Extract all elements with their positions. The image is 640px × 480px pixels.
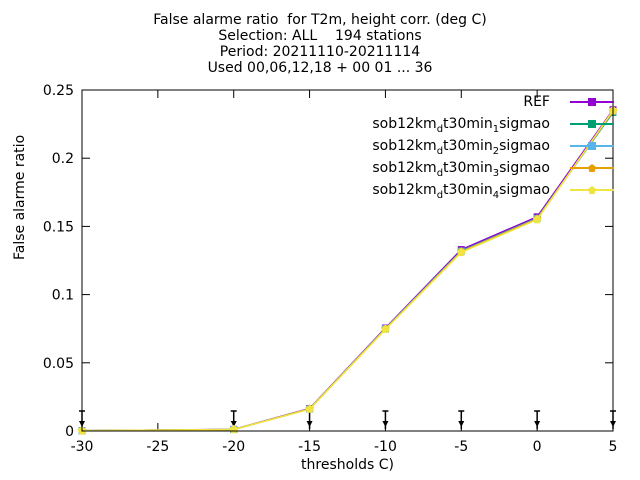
legend-marker-3 <box>588 164 596 172</box>
x-tick-label: -10 <box>374 439 397 455</box>
y-axis-label: False alarme ratio <box>12 134 28 260</box>
plot-frame <box>81 89 614 432</box>
legend-label-1: sob12kmdt30min1sigmao <box>372 116 550 135</box>
x-tick-label: -30 <box>71 439 94 455</box>
x-tick-label: 5 <box>609 439 618 455</box>
x-tick-label: 0 <box>533 439 542 455</box>
legend-label-2: sob12kmdt30min2sigmao <box>372 138 550 157</box>
x-tick-label: -20 <box>222 439 245 455</box>
legend-entry-3: sob12kmdt30min3sigmao <box>372 157 614 179</box>
x-tick-label: -15 <box>298 439 321 455</box>
x-axis-label: thresholds C) <box>301 457 394 473</box>
chart-title-line-1: False alarme ratio for T2m, height corr.… <box>153 12 487 28</box>
y-tick-label: 0 <box>65 424 74 440</box>
x-tick-label: -5 <box>454 439 468 455</box>
data-point <box>305 404 314 413</box>
y-tick-label: 0.25 <box>43 83 74 99</box>
legend-entry-ref: REF <box>372 91 614 113</box>
series-layer <box>77 106 618 435</box>
legend-label-3: sob12kmdt30min3sigmao <box>372 160 550 179</box>
x-tick-label: -25 <box>146 439 169 455</box>
whisker-arrow <box>382 421 389 427</box>
chart-title-line-4: Used 00,06,12,18 + 00 01 ... 36 <box>207 60 433 76</box>
data-point <box>381 324 390 333</box>
data-point <box>457 247 466 256</box>
y-tick-label: 0.2 <box>52 151 74 167</box>
chart-title-line-3: Period: 20211110-20211114 <box>219 44 421 60</box>
whisker-arrow <box>306 421 313 427</box>
whisker-arrow <box>534 421 541 427</box>
whisker-arrow <box>458 421 465 427</box>
series-4 <box>77 106 618 435</box>
legend-entry-4: sob12kmdt30min4sigmao <box>372 179 614 201</box>
y-tick-label: 0.15 <box>43 219 74 235</box>
legend-label-4: sob12kmdt30min4sigmao <box>372 182 550 201</box>
chart-title-line-2: Selection: ALL 194 stations <box>218 28 422 44</box>
data-point <box>532 215 542 224</box>
legend-entry-1: sob12kmdt30min1sigmao <box>372 113 614 135</box>
y-tick-label: 0.05 <box>43 356 74 372</box>
legend-marker-ref <box>588 98 596 106</box>
legend: REF sob12kmdt30min1sigmao sob12kmdt30min… <box>372 91 614 201</box>
whisker-arrow <box>230 421 237 427</box>
legend-marker-1 <box>588 120 596 128</box>
y-tick-label: 0.1 <box>52 288 74 304</box>
legend-entry-2: sob12kmdt30min2sigmao <box>372 135 614 157</box>
legend-marker-2 <box>588 142 596 150</box>
legend-marker-4 <box>588 186 596 194</box>
legend-label-ref: REF <box>523 94 550 110</box>
